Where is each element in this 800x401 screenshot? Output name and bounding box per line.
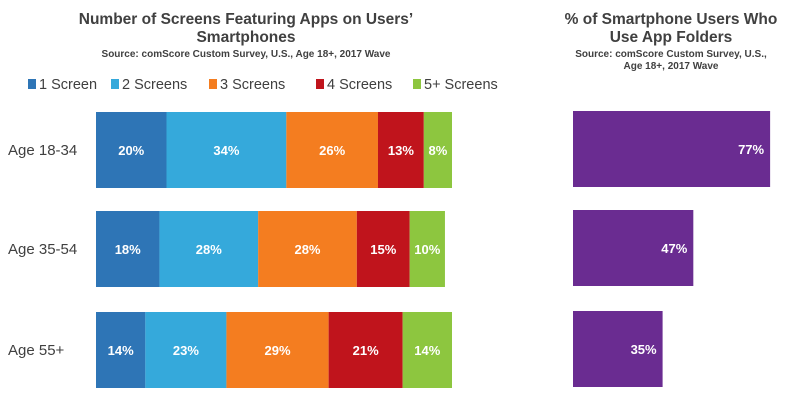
legend-swatch-5-screens bbox=[413, 79, 421, 89]
left-chart-title-line-1: Number of Screens Featuring Apps on User… bbox=[79, 11, 413, 28]
data-label-age-18-34-2-screens: 34% bbox=[213, 143, 239, 158]
data-label-age-35-54-4-screens: 15% bbox=[370, 242, 396, 257]
bar-age-18-34-4-screens bbox=[377, 112, 424, 188]
data-label-age-18-34-3-screens: 26% bbox=[319, 143, 345, 158]
data-label-age-55-3-screens: 29% bbox=[265, 343, 291, 358]
data-label-age-55-2-screens: 23% bbox=[173, 343, 199, 358]
legend-swatch-4-screens bbox=[316, 79, 324, 89]
legend: 1 Screen 2 Screens 3 Screens 4 Screens 5+ Sc… bbox=[28, 77, 498, 93]
bar-age-55-2-screens bbox=[145, 312, 227, 388]
bar-age-35-54-2-screens bbox=[159, 211, 259, 287]
left-chart-subtitle: Source: comScore Custom Survey, U.S., Ag… bbox=[102, 49, 391, 60]
right-chart-subtitle-line-2: Age 18+, 2017 Wave bbox=[624, 61, 719, 72]
legend-label-5-screens: 5+ Screens bbox=[424, 77, 498, 93]
folder-bar-age-35-54 bbox=[573, 210, 694, 286]
legend-label-4-screens: 4 Screens bbox=[327, 77, 392, 93]
bar-age-55-4-screens bbox=[328, 312, 403, 388]
bar-age-55-3-screens bbox=[226, 312, 329, 388]
legend-label-1-screen: 1 Screen bbox=[39, 77, 97, 93]
data-label-age-35-54-3-screens: 28% bbox=[294, 242, 320, 257]
data-label-age-35-54-1-screen: 18% bbox=[115, 242, 141, 257]
legend-swatch-3-screens bbox=[209, 79, 217, 89]
data-label-age-35-54-2-screens: 28% bbox=[196, 242, 222, 257]
bar-age-35-54-1-screen bbox=[96, 211, 160, 287]
left-chart-title-line-2: Smartphones bbox=[196, 29, 295, 46]
bar-age-18-34-3-screens bbox=[286, 112, 378, 188]
folder-data-label-age-18-34: 77% bbox=[738, 142, 764, 157]
folder-data-label-age-55: 35% bbox=[631, 342, 657, 357]
right-chart-title-line-2: Use App Folders bbox=[610, 29, 733, 46]
left-chart-plot: 20% 34% 26% 13% 8% 18% 28% 28% 15% 10% 14% 23% 29% 21… bbox=[96, 112, 452, 388]
right-chart-plot: 77% 47% 35% bbox=[573, 111, 771, 387]
bar-age-55-5-screens bbox=[402, 312, 452, 388]
bar-age-35-54-5-screens bbox=[409, 211, 445, 287]
category-axis: Age 18-34 Age 35-54 Age 55+ bbox=[8, 142, 77, 359]
right-chart-subtitle-line-1: Source: comScore Custom Survey, U.S., bbox=[575, 49, 767, 60]
bar-age-18-34-2-screens bbox=[166, 112, 287, 188]
category-label-age-55: Age 55+ bbox=[8, 342, 65, 359]
data-label-age-18-34-5-screens: 8% bbox=[429, 143, 448, 158]
category-label-age-18-34: Age 18-34 bbox=[8, 142, 77, 159]
bar-age-35-54-3-screens bbox=[258, 211, 357, 287]
legend-label-3-screens: 3 Screens bbox=[220, 77, 285, 93]
data-label-age-18-34-4-screens: 13% bbox=[388, 143, 414, 158]
legend-swatch-2-screens bbox=[111, 79, 119, 89]
data-label-age-55-5-screens: 14% bbox=[414, 343, 440, 358]
bar-age-35-54-4-screens bbox=[356, 211, 410, 287]
bar-age-18-34-5-screens bbox=[423, 112, 452, 188]
data-label-age-55-1-screen: 14% bbox=[108, 343, 134, 358]
data-label-age-35-54-5-screens: 10% bbox=[414, 242, 440, 257]
bar-age-18-34-1-screen bbox=[96, 112, 167, 188]
category-label-age-35-54: Age 35-54 bbox=[8, 241, 77, 258]
data-label-age-18-34-1-screen: 20% bbox=[118, 143, 144, 158]
data-label-age-55-4-screens: 21% bbox=[353, 343, 379, 358]
legend-label-2-screens: 2 Screens bbox=[122, 77, 187, 93]
folder-bar-age-18-34 bbox=[573, 111, 771, 187]
right-chart-title-line-1: % of Smartphone Users Who bbox=[565, 11, 778, 28]
legend-swatch-1-screen bbox=[28, 79, 36, 89]
bar-age-55-1-screen bbox=[96, 312, 146, 388]
folder-bar-age-55 bbox=[573, 311, 663, 387]
folder-data-label-age-35-54: 47% bbox=[661, 241, 687, 256]
